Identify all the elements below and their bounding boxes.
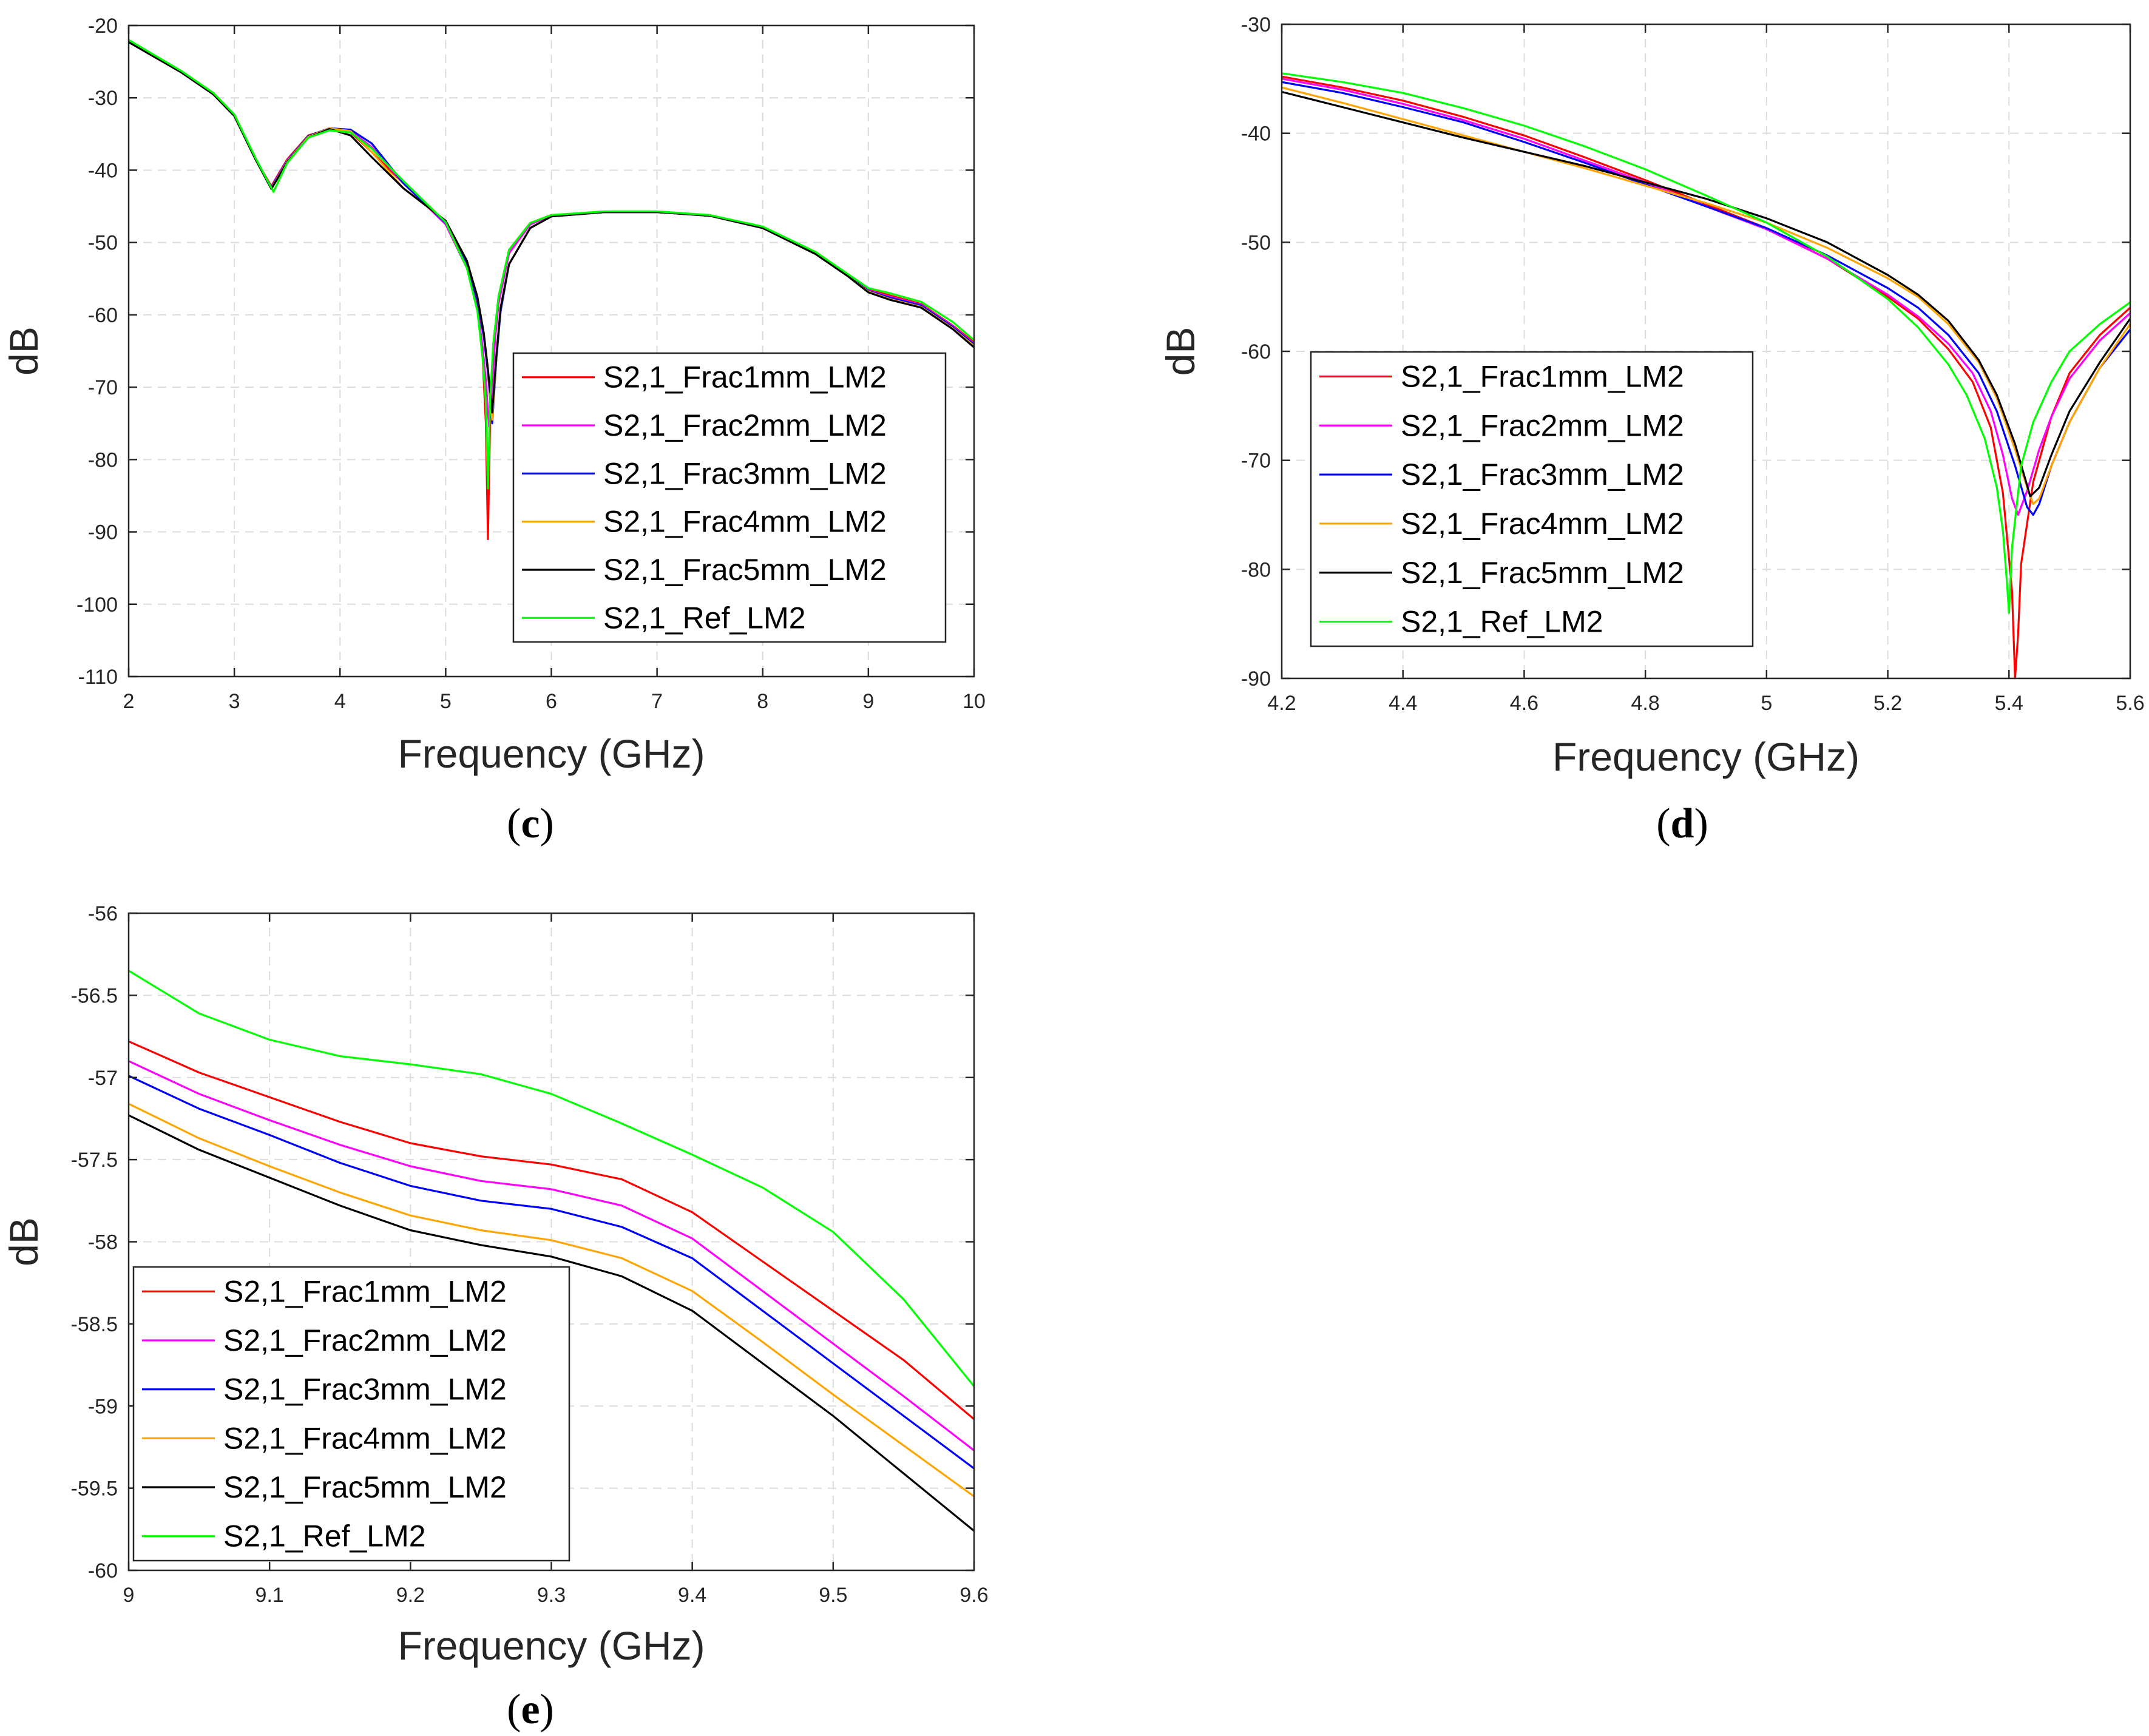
x-tick-label: 9.5 [819, 1584, 847, 1607]
y-axis-title: dB [1, 326, 46, 376]
series-line-5 [1282, 90, 2130, 498]
x-tick-label: 9.3 [537, 1584, 566, 1607]
legend-label: S2,1_Ref_LM2 [1401, 605, 1603, 639]
series-line-3 [129, 1075, 974, 1470]
y-tick-label: -50 [88, 232, 118, 255]
panel-caption: (d) [1656, 800, 1708, 847]
y-tick-label: -110 [78, 666, 118, 689]
legend-box [512, 352, 947, 643]
x-tick-label: 7 [651, 690, 663, 713]
y-tick-label: -60 [1241, 340, 1271, 363]
legend-label: S2,1_Frac3mm_LM2 [603, 456, 887, 490]
y-tick-label: -40 [1241, 123, 1271, 146]
chart-d: 4.2 4.4 4.6 4.8 5 5.2 5.4 5.6 -90 -80 -70 -60 -50 -40… [1158, 13, 2145, 847]
y-tick-label: -40 [88, 159, 118, 182]
x-tick-label: 9.2 [396, 1584, 425, 1607]
x-axis-title: Frequency (GHz) [398, 1623, 705, 1668]
x-tick-label: 10 [963, 690, 986, 713]
legend-label: S2,1_Frac3mm_LM2 [1401, 458, 1684, 491]
legend-label: S2,1_Frac3mm_LM2 [223, 1373, 507, 1407]
y-tick-label: -100 [76, 593, 118, 616]
y-axis-title: dB [1158, 327, 1203, 376]
legend-label: S2,1_Ref_LM2 [603, 601, 806, 635]
series-line-2 [129, 1060, 974, 1451]
x-tick-label: 8 [757, 690, 768, 713]
x-tick-label: 9.1 [256, 1584, 284, 1607]
legend-label: S2,1_Ref_LM2 [223, 1519, 426, 1553]
x-tick-label: 5 [1761, 692, 1772, 715]
y-tick-label: -60 [88, 304, 118, 327]
series-line-6 [129, 970, 974, 1387]
y-tick-label: -70 [88, 376, 118, 399]
series-line-2 [1282, 78, 2130, 516]
x-tick-label: 9 [862, 690, 874, 713]
legend-label: S2,1_Frac2mm_LM2 [1401, 408, 1684, 442]
x-tick-label: 6 [546, 690, 557, 713]
chart-c: 2 3 4 5 6 7 8 9 10 -110 -100 -90 -80 -70 -60 -50 -40 -30 -… [1, 15, 986, 847]
legend-box [132, 1266, 570, 1562]
chart-e: 9 9.1 9.2 9.3 9.4 9.5 9.6 -60 -59.5 -59 -58.5 -58 -5… [1, 902, 989, 1733]
y-tick-label: -80 [1241, 558, 1271, 581]
legend-label: S2,1_Frac5mm_LM2 [1401, 556, 1684, 590]
x-tick-label: 5 [440, 690, 452, 713]
x-tick-label: 9.4 [678, 1584, 706, 1607]
series-line-6 [129, 39, 974, 490]
series-line-6 [1282, 72, 2130, 614]
x-tick-label: 5.6 [2116, 692, 2144, 715]
y-tick-label: -60 [88, 1559, 118, 1582]
legend-label: S2,1_Frac1mm_LM2 [223, 1274, 507, 1308]
x-tick-label: 5.4 [1995, 692, 2023, 715]
legend-label: S2,1_Frac1mm_LM2 [1401, 359, 1684, 393]
x-tick-label: 4.8 [1631, 692, 1660, 715]
y-tick-label: -57 [88, 1067, 118, 1090]
x-axis-title: Frequency (GHz) [398, 731, 705, 776]
y-tick-label: -80 [88, 448, 118, 471]
y-tick-label: -90 [88, 521, 118, 544]
legend-box [1310, 351, 1754, 647]
y-tick-label: -70 [1241, 450, 1271, 473]
x-axis-title: Frequency (GHz) [1552, 734, 1860, 779]
series-line-4 [129, 1103, 974, 1498]
legend-label: S2,1_Frac5mm_LM2 [223, 1470, 507, 1504]
legend-label: S2,1_Frac1mm_LM2 [603, 360, 887, 394]
legend-label: S2,1_Frac5mm_LM2 [603, 553, 887, 587]
legend-label: S2,1_Frac4mm_LM2 [603, 505, 887, 539]
y-tick-label: -58 [88, 1231, 118, 1254]
x-tick-label: 4.2 [1267, 692, 1296, 715]
y-tick-label: -58.5 [71, 1313, 118, 1336]
y-tick-label: -56.5 [71, 984, 118, 1007]
series-line-3 [1282, 81, 2130, 516]
y-tick-label: -50 [1241, 231, 1271, 254]
x-tick-label: 2 [123, 690, 135, 713]
y-axis-title: dB [1, 1217, 46, 1266]
series-line-5 [129, 1114, 974, 1532]
panel-caption: (e) [507, 1686, 554, 1733]
series-line-1 [1282, 75, 2130, 678]
x-tick-label: 9 [123, 1584, 135, 1607]
x-tick-label: 4.6 [1510, 692, 1538, 715]
y-tick-label: -59 [88, 1395, 118, 1418]
legend-label: S2,1_Frac2mm_LM2 [603, 408, 887, 442]
y-tick-label: -30 [88, 87, 118, 110]
x-tick-label: 4.4 [1389, 692, 1417, 715]
legend-label: S2,1_Frac4mm_LM2 [223, 1421, 507, 1455]
x-tick-label: 4 [334, 690, 346, 713]
legend-label: S2,1_Frac2mm_LM2 [223, 1323, 507, 1357]
panel-caption: (c) [507, 800, 554, 847]
y-tick-label: -59.5 [71, 1478, 118, 1501]
y-tick-label: -57.5 [71, 1149, 118, 1172]
y-tick-label: -56 [88, 902, 118, 925]
x-tick-label: 5.2 [1873, 692, 1902, 715]
series-line-1 [129, 1040, 974, 1420]
legend-label: S2,1_Frac4mm_LM2 [1401, 507, 1684, 541]
x-tick-label: 3 [229, 690, 240, 713]
y-tick-label: -20 [88, 15, 118, 38]
y-tick-label: -30 [1241, 13, 1271, 36]
y-tick-label: -90 [1241, 667, 1271, 691]
x-tick-label: 9.6 [959, 1584, 988, 1607]
